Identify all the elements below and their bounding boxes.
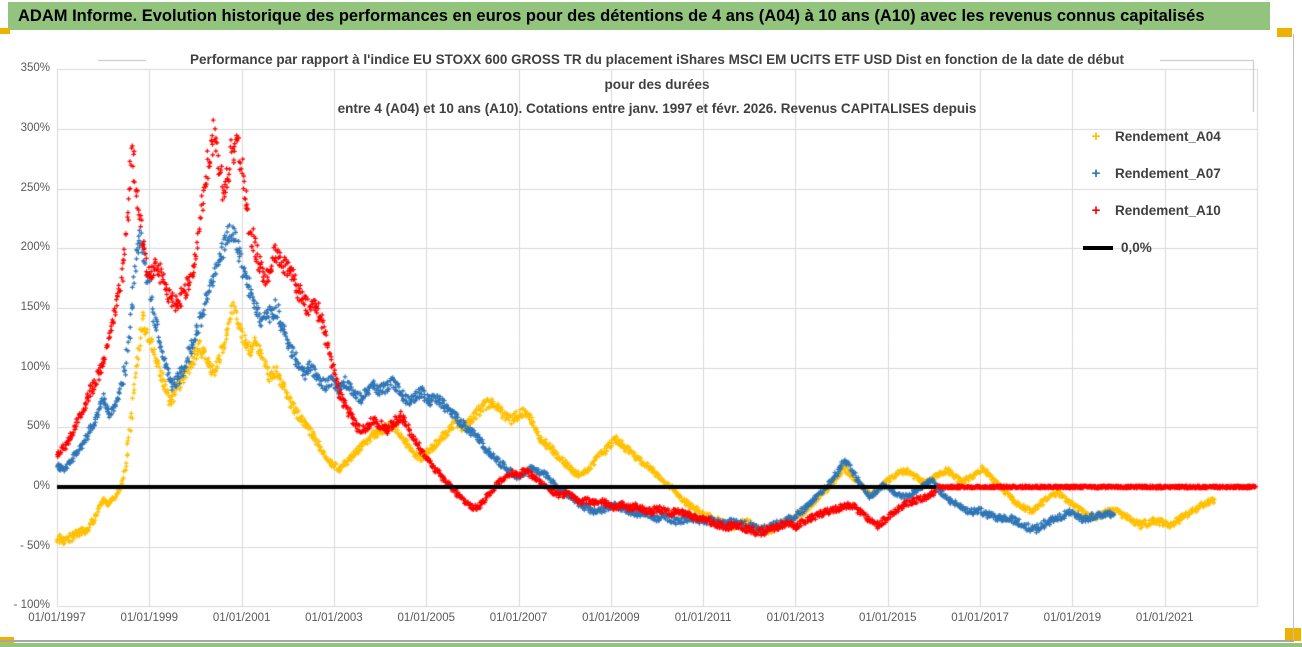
legend-plus-marker-icon: + — [1091, 128, 1101, 145]
y-tick-label: 100% — [20, 360, 50, 373]
legend-zero-line-icon — [1083, 245, 1113, 250]
x-tick-label: 01/01/2003 — [305, 612, 363, 624]
chart-title-line-1: Performance par rapport à l'indice EU ST… — [190, 52, 1124, 67]
y-tick-label: 300% — [20, 121, 50, 134]
chart-title-line-3: entre 4 (A04) et 10 ans (A10). Cotations… — [337, 101, 977, 116]
legend-plus-marker-icon: + — [1091, 202, 1101, 219]
legend-item-rendement-a04: + Rendement_A04 — [1083, 118, 1221, 155]
legend-item-rendement-a07: + Rendement_A07 — [1083, 155, 1221, 192]
y-tick-label: - 100% — [13, 599, 50, 612]
legend-item-label: Rendement_A07 — [1115, 166, 1221, 181]
x-tick-label: 01/01/1999 — [120, 612, 179, 624]
chart-title-line-2: pour des durées — [604, 77, 710, 92]
legend-item-0-0-: 0,0% — [1083, 229, 1221, 266]
legend-item-rendement-a10: + Rendement_A10 — [1083, 192, 1221, 229]
y-tick-label: 200% — [20, 241, 50, 254]
legend-plus-marker-icon: + — [1091, 165, 1101, 182]
legend-item-label: Rendement_A10 — [1115, 203, 1221, 218]
legend: + Rendement_A04 + Rendement_A07 + Rendement_A… — [1083, 118, 1221, 266]
legend-item-label: 0,0% — [1121, 240, 1152, 255]
y-tick-label: 50% — [26, 420, 50, 433]
y-tick-label: 0% — [33, 480, 50, 492]
x-tick-label: 01/01/2007 — [489, 612, 548, 624]
x-tick-label: 01/01/2005 — [397, 612, 455, 624]
x-tick-label: 01/01/1997 — [28, 612, 86, 624]
legend-item-label: Rendement_A04 — [1115, 129, 1221, 144]
x-tick-label: 01/01/2011 — [674, 612, 732, 624]
x-tick-label: 01/01/2017 — [951, 612, 1009, 624]
x-tick-label: 01/01/2001 — [212, 612, 271, 624]
x-tick-label: 01/01/2015 — [858, 612, 917, 624]
x-tick-label: 01/01/2009 — [582, 612, 640, 624]
y-tick-label: - 50% — [19, 539, 50, 552]
y-tick-label: 350% — [20, 62, 50, 75]
x-tick-label: 01/01/2013 — [766, 612, 825, 624]
y-tick-label: 150% — [20, 300, 50, 313]
x-tick-label: 01/01/2019 — [1043, 612, 1102, 624]
y-tick-label: 250% — [20, 181, 50, 194]
x-tick-label: 01/01/2021 — [1135, 612, 1194, 624]
